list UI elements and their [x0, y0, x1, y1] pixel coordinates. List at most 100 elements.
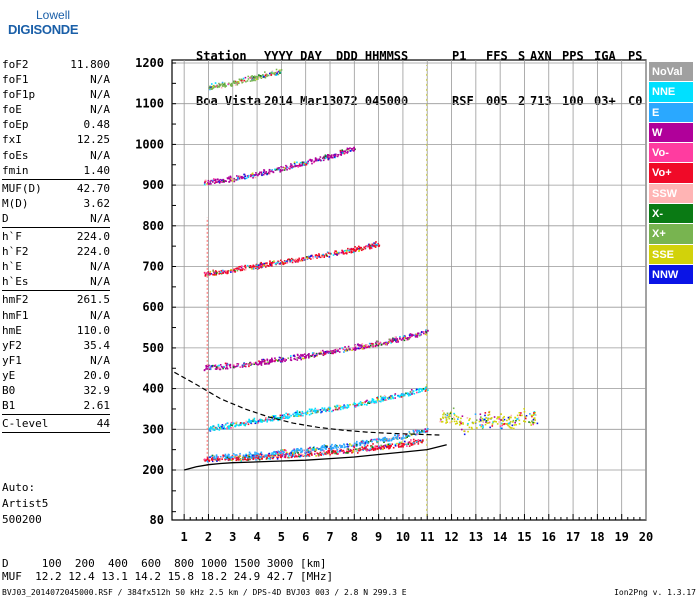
echo-point — [442, 413, 444, 416]
echo-point — [360, 345, 363, 348]
echo-point — [267, 74, 270, 77]
echo-point — [326, 445, 328, 448]
echo-point — [374, 242, 377, 245]
echo-point — [356, 404, 358, 406]
echo-point — [297, 259, 299, 262]
echo-point — [360, 246, 363, 249]
echo-point — [358, 449, 360, 452]
echo-point — [394, 393, 397, 395]
echo-point — [341, 406, 344, 408]
echo-point — [209, 366, 211, 369]
echo-point — [230, 456, 233, 459]
echo-point — [361, 439, 364, 442]
echo-point — [346, 406, 349, 409]
y-tick-label: 200 — [142, 463, 164, 477]
x-tick-label: 4 — [253, 530, 260, 544]
echo-point — [460, 422, 462, 425]
param-name: B1 — [2, 399, 16, 413]
echo-point — [269, 359, 272, 362]
echo-point — [228, 176, 230, 179]
echo-point — [410, 443, 412, 445]
echo-point — [315, 409, 317, 412]
echo-point — [375, 340, 378, 343]
echo-point — [366, 448, 369, 451]
echo-point — [217, 180, 220, 183]
echo-point — [425, 331, 428, 333]
echo-point — [341, 446, 343, 449]
echo-point — [353, 406, 356, 408]
echo-point — [285, 165, 288, 168]
echo-point — [462, 423, 464, 425]
echo-point — [259, 74, 262, 77]
echo-point — [241, 265, 243, 267]
echo-point — [421, 430, 424, 433]
echo-point — [217, 459, 220, 461]
echo-point — [333, 154, 335, 156]
echo-point — [263, 264, 266, 267]
echo-point — [210, 83, 213, 85]
echo-point — [378, 445, 380, 448]
echo-point — [218, 364, 220, 367]
echo-point — [337, 408, 340, 411]
echo-point — [276, 261, 279, 264]
echo-point — [347, 151, 349, 153]
echo-point — [252, 457, 255, 460]
echo-point — [268, 457, 271, 460]
echo-point — [269, 360, 271, 363]
echo-point — [312, 447, 315, 449]
echo-point — [376, 243, 379, 246]
echo-point — [257, 76, 260, 78]
echo-point — [244, 456, 246, 459]
echo-point — [208, 364, 210, 367]
echo-point — [377, 398, 380, 401]
echo-point — [224, 362, 227, 365]
echo-point — [371, 342, 373, 345]
echo-point — [298, 411, 301, 413]
echo-point — [525, 415, 528, 417]
echo-point — [203, 458, 206, 461]
echo-point — [536, 422, 539, 425]
echo-point — [449, 421, 451, 424]
echo-point — [250, 75, 253, 78]
echo-point — [215, 270, 218, 273]
echo-point — [495, 420, 497, 423]
echo-point — [534, 411, 536, 414]
echo-point — [305, 354, 308, 357]
echo-point — [392, 436, 395, 439]
echo-point — [468, 419, 470, 422]
echo-point — [399, 394, 402, 397]
echo-point — [263, 456, 265, 458]
echo-point — [445, 422, 447, 424]
echo-point — [279, 454, 282, 456]
echo-point — [415, 389, 418, 392]
echo-point — [487, 419, 489, 421]
echo-point — [344, 406, 346, 409]
echo-point — [347, 450, 349, 453]
echo-point — [323, 255, 326, 257]
echo-point — [219, 271, 222, 273]
echo-point — [309, 355, 311, 358]
echo-point — [517, 418, 519, 420]
param-name: B0 — [2, 383, 16, 397]
echo-point — [357, 448, 359, 451]
echo-point — [405, 435, 407, 437]
echo-point — [333, 252, 336, 254]
echo-point — [334, 405, 337, 408]
echo-point — [264, 419, 267, 422]
param-name: h`F — [2, 230, 22, 244]
echo-point — [239, 424, 242, 427]
echo-point — [292, 354, 295, 357]
echo-point — [293, 357, 296, 360]
echo-point — [335, 252, 338, 255]
echo-point — [232, 178, 235, 181]
echo-point — [330, 155, 333, 157]
param-row: foF1 N/A — [2, 72, 110, 87]
echo-point — [307, 255, 310, 258]
echo-point — [284, 167, 287, 170]
echo-point — [373, 245, 375, 248]
echo-point — [302, 257, 305, 259]
echo-point — [214, 365, 216, 367]
echo-point — [274, 417, 276, 420]
echo-point — [225, 456, 228, 459]
echo-point — [347, 345, 350, 348]
